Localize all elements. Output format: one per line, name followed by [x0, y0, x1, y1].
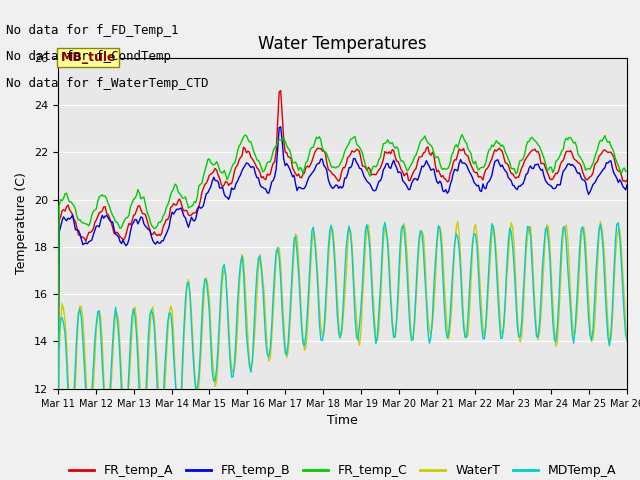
- Title: Water Temperatures: Water Temperatures: [258, 35, 427, 53]
- Text: No data for f_CondTemp: No data for f_CondTemp: [6, 50, 172, 63]
- Text: No data for f_WaterTemp_CTD: No data for f_WaterTemp_CTD: [6, 77, 209, 90]
- X-axis label: Time: Time: [327, 414, 358, 427]
- Text: MB_tule: MB_tule: [60, 51, 116, 64]
- Legend: FR_temp_A, FR_temp_B, FR_temp_C, WaterT, MDTemp_A: FR_temp_A, FR_temp_B, FR_temp_C, WaterT,…: [64, 459, 621, 480]
- Y-axis label: Temperature (C): Temperature (C): [15, 172, 28, 274]
- Text: No data for f_FD_Temp_1: No data for f_FD_Temp_1: [6, 24, 179, 37]
